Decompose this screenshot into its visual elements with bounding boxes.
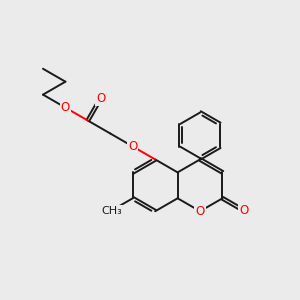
Text: CH₃: CH₃ (101, 206, 122, 216)
Text: O: O (128, 140, 137, 153)
Text: O: O (239, 204, 248, 217)
Text: O: O (195, 205, 205, 218)
Text: O: O (61, 101, 70, 114)
Text: O: O (96, 92, 105, 105)
